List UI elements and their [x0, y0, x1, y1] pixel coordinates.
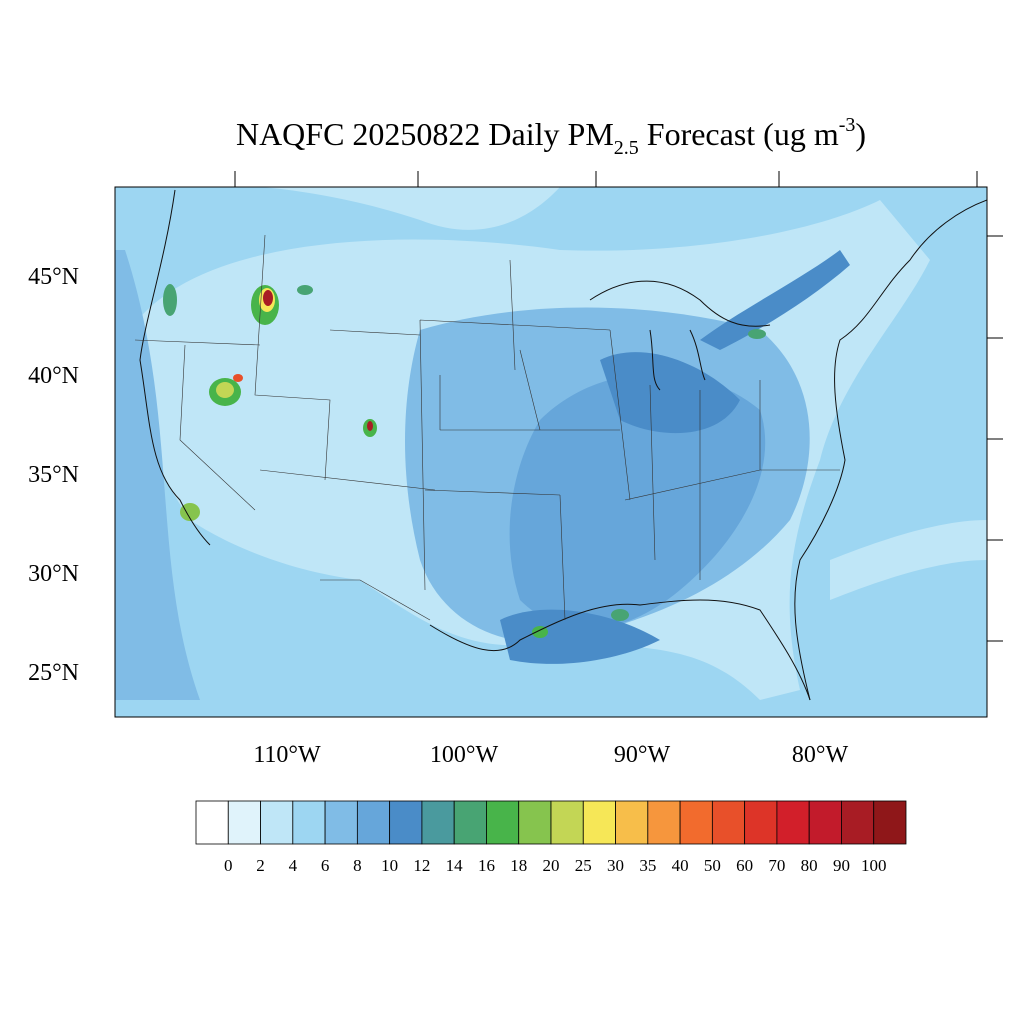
colorbar-label: 80: [801, 856, 818, 875]
colorbar-box: [776, 800, 810, 845]
colorbar-box: [453, 800, 487, 845]
smoke-plume: [297, 285, 313, 295]
colorbar-label: 100: [861, 856, 887, 875]
longitude-label: 100°W: [430, 742, 499, 768]
smoke-plume: [367, 421, 373, 431]
pacific-coast: [139, 189, 211, 546]
smoke-plume: [611, 609, 629, 621]
title-superscript: -3: [839, 114, 856, 136]
colorbar-label: 40: [672, 856, 689, 875]
colorbar-box: [873, 800, 907, 845]
colorbar-label: 10: [381, 856, 398, 875]
latitude-label: 30°N: [28, 561, 79, 587]
colorbar-label: 14: [446, 856, 464, 875]
colorbar-box: [679, 800, 713, 845]
colorbar-box: [744, 800, 778, 845]
latitude-label: 35°N: [28, 462, 79, 488]
colorbar-label: 0: [224, 856, 233, 875]
colorbar-label: 8: [353, 856, 362, 875]
colorbar-box: [582, 800, 616, 845]
colorbar-box: [227, 800, 261, 845]
colorbar-label: 6: [321, 856, 330, 875]
colorbar-box: [324, 800, 358, 845]
smoke-plume: [748, 329, 766, 339]
smoke-plume: [216, 382, 234, 398]
colorbar-label: 18: [510, 856, 527, 875]
colorbar-box: [615, 800, 649, 845]
colorbar-label: 16: [478, 856, 495, 875]
longitude-label: 80°W: [792, 742, 849, 768]
colorbar-label: 35: [639, 856, 656, 875]
smoke-plume: [532, 626, 548, 638]
colorbar-label: 90: [833, 856, 850, 875]
title-end: ): [855, 116, 866, 152]
title-middle: Forecast (ug m: [639, 116, 839, 152]
gulf-coast-line: [429, 599, 811, 701]
colorbar-label: 25: [575, 856, 592, 875]
field-layers: [115, 187, 987, 717]
colorbar-label: 20: [543, 856, 560, 875]
title: NAQFC 20250822 Daily PM2.5 Forecast (ug …: [236, 114, 866, 159]
longitude-label: 90°W: [614, 742, 671, 768]
colorbar-box: [518, 800, 552, 845]
colorbar-box: [389, 800, 423, 845]
northeast-band: [700, 250, 850, 350]
colorbar-box: [486, 800, 520, 845]
axis-labels: 45°N 40°N 35°N 30°N 25°N 110°W 100°W 90°W 80°W: [28, 264, 848, 768]
state-borders: [134, 234, 840, 621]
colorbar-box: [260, 800, 294, 845]
frame-ticks: [234, 171, 1003, 642]
southeast-darker: [509, 373, 766, 629]
latitude-label: 25°N: [28, 660, 79, 686]
colorbar-box: [808, 800, 842, 845]
colorbar: 0 2 4 6 8 10 12 14 16 18 20 25 30 35 40 50 60 70 80 90 100: [195, 800, 907, 875]
latitude-label: 45°N: [28, 264, 79, 290]
colorbar-box: [356, 800, 391, 845]
colorbar-label: 30: [607, 856, 624, 875]
colorbar-label: 60: [736, 856, 753, 875]
gulf-coast: [500, 609, 660, 664]
pacific-band: [115, 250, 200, 700]
colorbar-label: 12: [413, 856, 430, 875]
atlantic-band: [830, 520, 987, 600]
map-frame: [114, 186, 988, 718]
colorbar-label: 50: [704, 856, 721, 875]
canada-field: [115, 187, 560, 230]
smoke-plume: [233, 374, 243, 382]
colorbar-box: [711, 800, 746, 845]
ohio-valley: [600, 352, 740, 434]
title-subscript: 2.5: [614, 137, 639, 159]
colorbar-box: [421, 800, 455, 845]
atlantic-coast: [794, 199, 987, 701]
great-lakes: [589, 280, 771, 391]
colorbar-box: [841, 800, 875, 845]
smoke-plume: [263, 290, 273, 306]
title-main: NAQFC 20250822 Daily PM: [236, 116, 614, 152]
colorbar-label: 70: [768, 856, 785, 875]
colorbar-label: 2: [256, 856, 265, 875]
smoke-plume: [163, 284, 177, 316]
map-field: [114, 171, 1003, 718]
longitude-label: 110°W: [253, 742, 321, 768]
latitude-label: 40°N: [28, 363, 79, 389]
colorbar-box: [292, 800, 326, 845]
colorbar-box: [550, 800, 584, 845]
colorbar-box: [647, 800, 681, 845]
colorbar-box: [195, 800, 229, 845]
colorbar-label: 4: [289, 856, 298, 875]
smoke-plume: [180, 503, 200, 521]
